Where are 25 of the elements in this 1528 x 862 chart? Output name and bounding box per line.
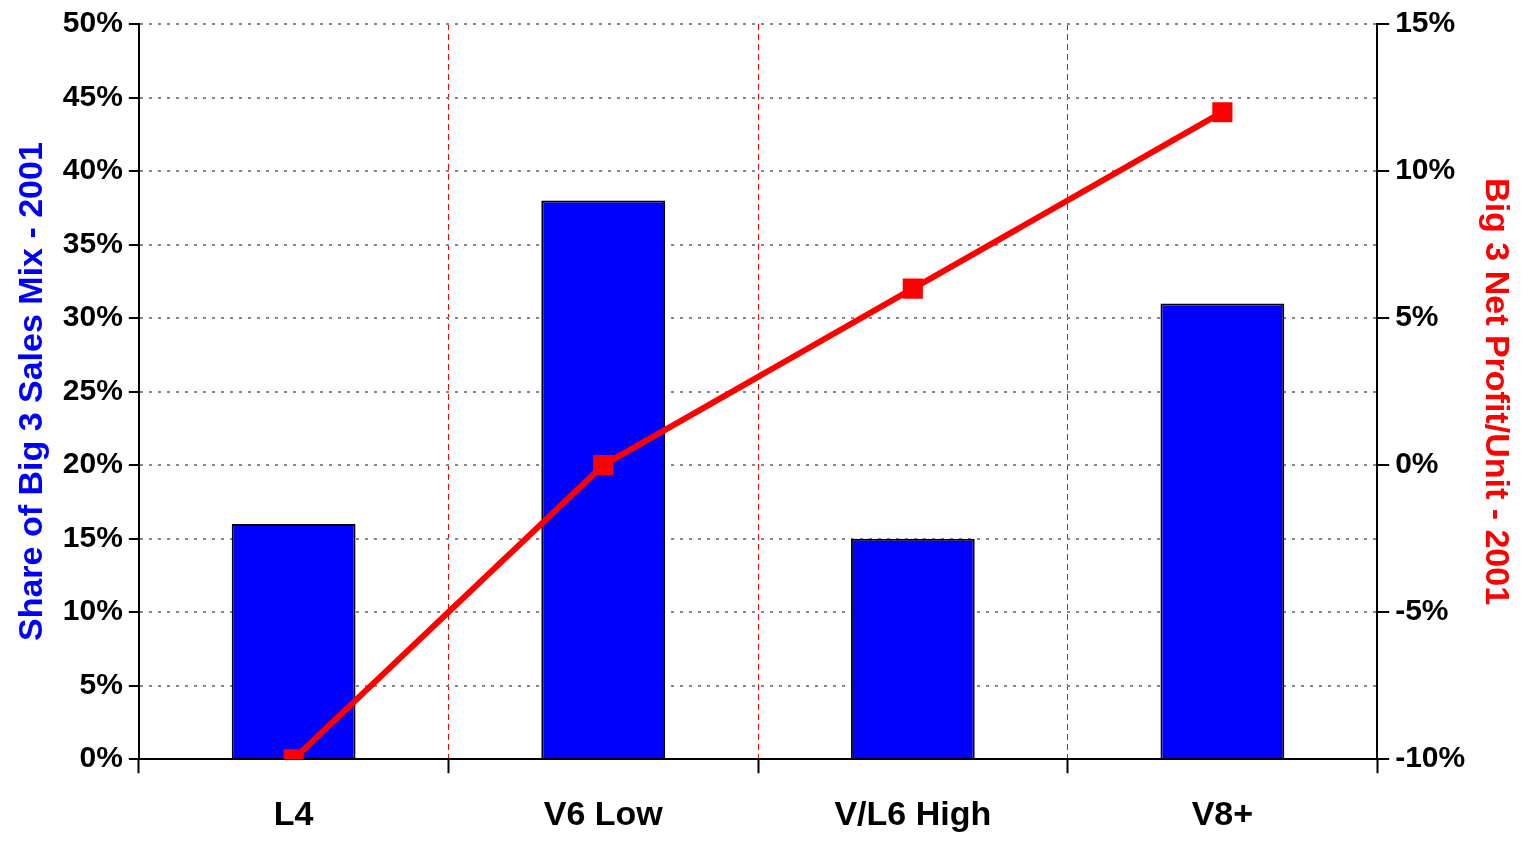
- y-tick-label: 40%: [62, 152, 123, 186]
- point: [902, 278, 923, 299]
- x-tick-label: V/L6 High: [834, 793, 992, 832]
- x-tick-label: V8+: [1191, 793, 1254, 832]
- y-tick-label: 15%: [62, 519, 123, 553]
- y2-tick-label: 0%: [1395, 446, 1439, 480]
- point: [1212, 102, 1233, 123]
- y2-tick-label: 5%: [1395, 299, 1439, 333]
- x-tick-label: V6 Low: [543, 793, 664, 832]
- y-tick-label: 25%: [62, 372, 123, 406]
- y2-tick-label: -10%: [1395, 740, 1466, 774]
- y2-tick-label: 15%: [1395, 5, 1456, 39]
- y-tick-label: 35%: [62, 225, 123, 259]
- y-tick-label: 5%: [79, 666, 123, 700]
- y2-tick-label: -5%: [1395, 593, 1449, 627]
- y-tick-label: 10%: [62, 593, 123, 627]
- y2-tick-label: 10%: [1395, 152, 1456, 186]
- y-tick-label: 0%: [79, 740, 123, 774]
- y2-axis-title: Big 3 Net Profit/Unit - 2001: [1479, 178, 1518, 606]
- x-tick-label: L4: [273, 793, 314, 832]
- y-tick-label: 45%: [62, 78, 123, 112]
- y-axis-title: Share of Big 3 Sales Mix - 2001: [10, 142, 49, 642]
- y-tick-label: 50%: [62, 5, 123, 39]
- y-tick-label: 30%: [62, 299, 123, 333]
- y-tick-label: 20%: [62, 446, 123, 480]
